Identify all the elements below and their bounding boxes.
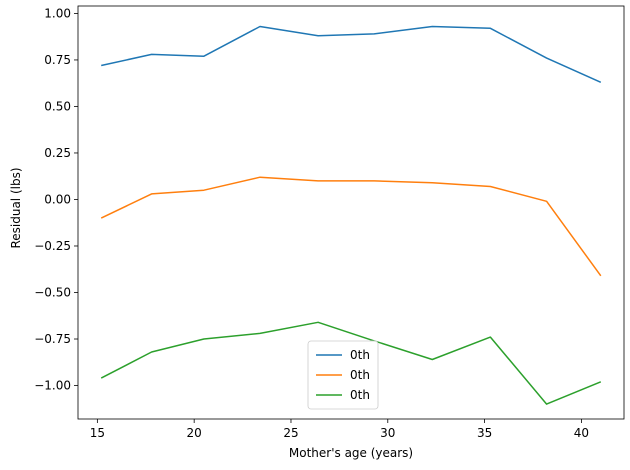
x-tick-label: 35 <box>477 426 492 440</box>
series-line-2 <box>100 321 602 405</box>
x-tick-label: 15 <box>90 426 105 440</box>
plot-frame <box>77 5 625 420</box>
x-tick-label: 30 <box>380 426 395 440</box>
y-tick-label: 0.00 <box>44 192 71 206</box>
y-tick-label: −0.50 <box>34 285 71 299</box>
legend-entry: 0th <box>350 388 370 402</box>
legend-entry: 0th <box>350 348 370 362</box>
y-tick-label: 1.00 <box>44 6 71 20</box>
y-tick-label: −0.25 <box>34 239 71 253</box>
y-tick-label: 0.25 <box>44 146 71 160</box>
x-tick-label: 20 <box>187 426 202 440</box>
series-lines <box>100 25 602 405</box>
plot-area <box>77 5 625 420</box>
y-tick-label: 0.75 <box>44 53 71 67</box>
legend: 0th 0th 0th <box>307 340 379 410</box>
x-axis: 15 20 25 30 35 40 <box>90 419 589 440</box>
y-axis-label: Residual (lbs) <box>9 167 23 248</box>
x-tick-label: 40 <box>574 426 589 440</box>
y-axis: −1.00 −0.75 −0.50 −0.25 0.00 0.25 0.50 0.75 1.00 <box>34 6 78 393</box>
legend-entry: 0th <box>350 368 370 382</box>
series-line-1 <box>100 176 602 277</box>
y-tick-label: 0.50 <box>44 99 71 113</box>
y-tick-label: −0.75 <box>34 332 71 346</box>
series-line-0 <box>101 25 602 83</box>
x-axis-label: Mother's age (years) <box>289 446 413 460</box>
x-tick-label: 25 <box>283 426 298 440</box>
legend-box <box>307 340 379 410</box>
y-tick-label: −1.00 <box>34 379 71 393</box>
